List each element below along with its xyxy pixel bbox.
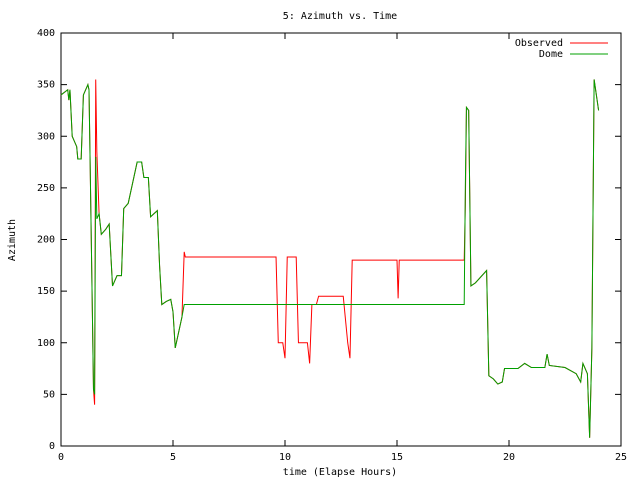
y-tick-label: 350 <box>37 80 55 91</box>
y-tick-label: 400 <box>37 28 55 39</box>
y-axis-label: Azimuth <box>7 219 18 261</box>
x-tick-label: 15 <box>391 452 403 463</box>
x-tick-label: 10 <box>279 452 291 463</box>
y-tick-label: 250 <box>37 183 55 194</box>
chart-title: 5: Azimuth vs. Time <box>283 11 397 22</box>
x-tick-label: 0 <box>58 452 64 463</box>
y-tick-label: 50 <box>43 389 55 400</box>
x-tick-label: 25 <box>615 452 627 463</box>
legend-label: Dome <box>539 49 563 60</box>
data-line <box>60 79 600 438</box>
y-tick-label: 100 <box>37 338 55 349</box>
y-tick-label: 200 <box>37 235 55 246</box>
legend-label: Observed <box>515 38 563 49</box>
y-tick-label: 0 <box>49 441 55 452</box>
x-tick-label: 5 <box>170 452 176 463</box>
x-axis-label: time (Elapse Hours) <box>283 467 397 478</box>
y-tick-label: 300 <box>37 131 55 142</box>
x-tick-label: 20 <box>503 452 515 463</box>
y-tick-label: 150 <box>37 286 55 297</box>
